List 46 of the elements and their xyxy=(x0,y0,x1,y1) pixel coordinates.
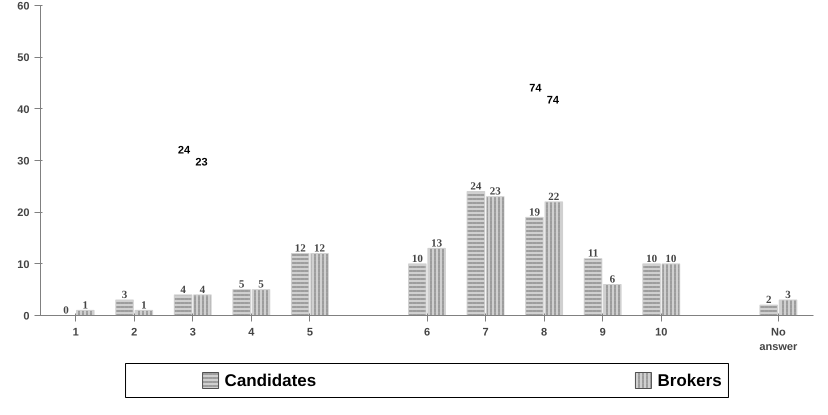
data-label: 10 xyxy=(412,252,424,265)
x-tick-label: 3 xyxy=(190,326,196,338)
data-label: 23 xyxy=(490,186,502,198)
x-tick-label: 5 xyxy=(306,326,313,338)
data-label: 13 xyxy=(431,237,443,250)
data-label: 6 xyxy=(610,274,616,286)
data-label: 3 xyxy=(785,289,792,301)
x-tick-label: 7 xyxy=(482,326,489,338)
data-label: 12 xyxy=(314,242,326,254)
data-label: 11 xyxy=(588,248,598,260)
data-label: 10 xyxy=(646,252,658,265)
x-tick-label: 6 xyxy=(424,326,430,338)
x-tick-label: 4 xyxy=(248,326,256,338)
data-label: 5 xyxy=(258,278,264,291)
data-label: 19 xyxy=(528,206,540,218)
y-tick-label: 40 xyxy=(17,104,30,116)
x-tick-label: No answer xyxy=(759,326,798,353)
y-tick-label: 50 xyxy=(17,52,30,64)
annotation: 23 xyxy=(195,156,208,168)
annotation: 74 xyxy=(529,82,542,94)
data-label: 22 xyxy=(548,190,560,203)
y-tick-label: 10 xyxy=(17,258,30,271)
x-tick-label: 10 xyxy=(655,326,668,338)
data-label: 24 xyxy=(470,180,482,192)
data-label: 12 xyxy=(294,242,306,254)
data-label: 4 xyxy=(180,284,186,296)
y-tick-label: 20 xyxy=(17,207,30,220)
data-label: 10 xyxy=(665,252,677,265)
y-tick-label: 0 xyxy=(23,310,30,322)
data-label: 3 xyxy=(122,289,128,301)
x-tick-label: 9 xyxy=(600,326,606,338)
data-label: 5 xyxy=(238,278,245,291)
data-label: 0 xyxy=(63,304,70,316)
data-label: 1 xyxy=(82,299,88,312)
x-tick-label: 1 xyxy=(72,326,79,338)
x-tick-label: 8 xyxy=(541,326,548,338)
data-label: 1 xyxy=(141,299,147,312)
y-tick-label: 60 xyxy=(17,0,30,12)
data-label: 4 xyxy=(200,284,206,296)
legend-label: Brokers xyxy=(657,371,722,390)
annotation: 24 xyxy=(178,144,191,156)
annotation: 74 xyxy=(546,94,560,106)
y-tick-label: 30 xyxy=(17,156,30,168)
x-tick-label: 2 xyxy=(131,326,138,338)
legend-label: Candidates xyxy=(224,371,316,390)
data-label: 2 xyxy=(766,294,772,306)
